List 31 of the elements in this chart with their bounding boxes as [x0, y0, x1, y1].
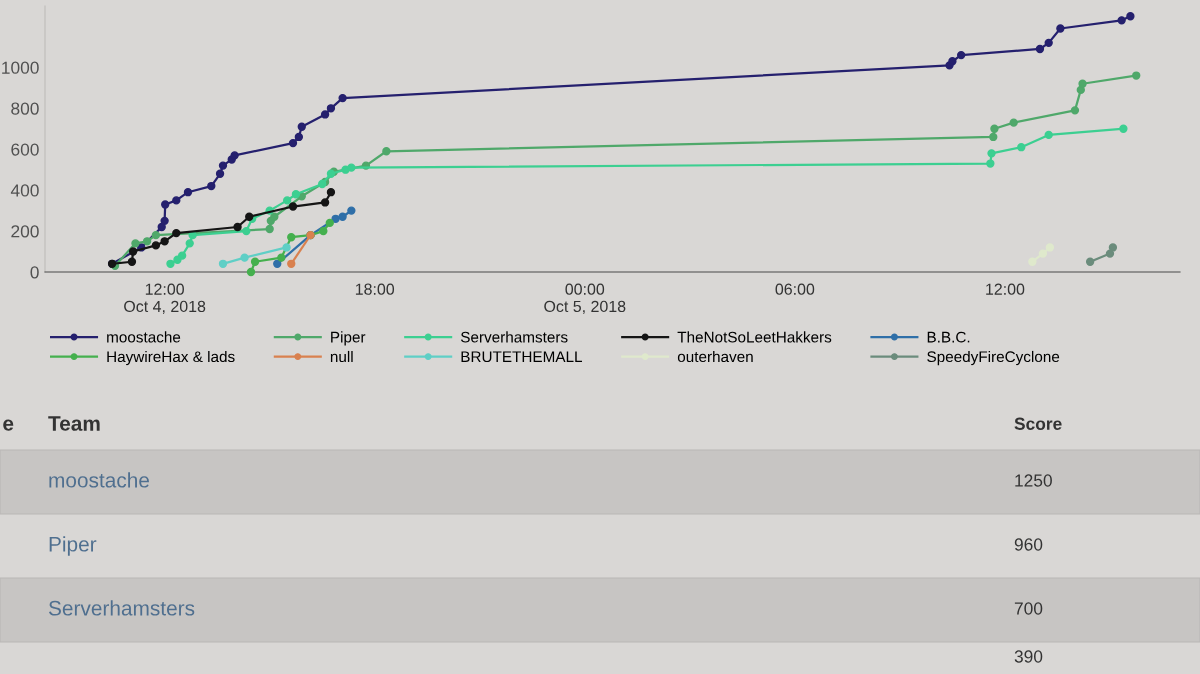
text: e: [3, 419, 14, 431]
legend-label: null: [330, 350, 353, 363]
legend-label: SpeedyFireCyclone: [927, 350, 1060, 366]
x-tick-label: 18:00: [355, 283, 395, 295]
category-label: moostache: [49, 472, 149, 488]
legend-label: Piper: [331, 331, 366, 346]
x-tick-label: 12:00: [986, 283, 1025, 295]
y-tick-label: 800: [11, 102, 39, 115]
legend-label: BRUTETHEMALL: [461, 351, 583, 363]
legend-label: outerhaven: [677, 350, 753, 363]
y-tick-label: 1000: [2, 61, 39, 74]
text: Score: [1014, 417, 1062, 430]
category-label: Serverhamsters: [48, 600, 195, 616]
y-tick-label: 600: [11, 143, 39, 156]
y-tick-label: 400: [10, 184, 39, 197]
data-label: 390: [1014, 650, 1043, 663]
legend-label: TheNotSoLeetHakkers: [677, 331, 832, 343]
legend-label: moostache: [107, 331, 181, 343]
category-label: Piper: [49, 536, 97, 556]
x-tick-label: 06:00: [775, 283, 815, 295]
legend-label: B.B.C.: [927, 331, 970, 343]
data-label: 960: [1014, 538, 1043, 551]
y-tick-label: 0: [30, 266, 39, 279]
data-label: 700: [1014, 602, 1043, 615]
legend-label: HaywireHax & lads: [107, 350, 235, 366]
x-tick-label: 12:00 Oct 4, 2018: [124, 283, 206, 314]
y-tick-label: 200: [11, 225, 39, 238]
text: Team: [48, 416, 100, 431]
data-label: 1250: [1015, 474, 1052, 487]
x-tick-label: 00:00 Oct 5, 2018: [544, 283, 626, 314]
legend-label: Serverhamsters: [460, 331, 568, 343]
